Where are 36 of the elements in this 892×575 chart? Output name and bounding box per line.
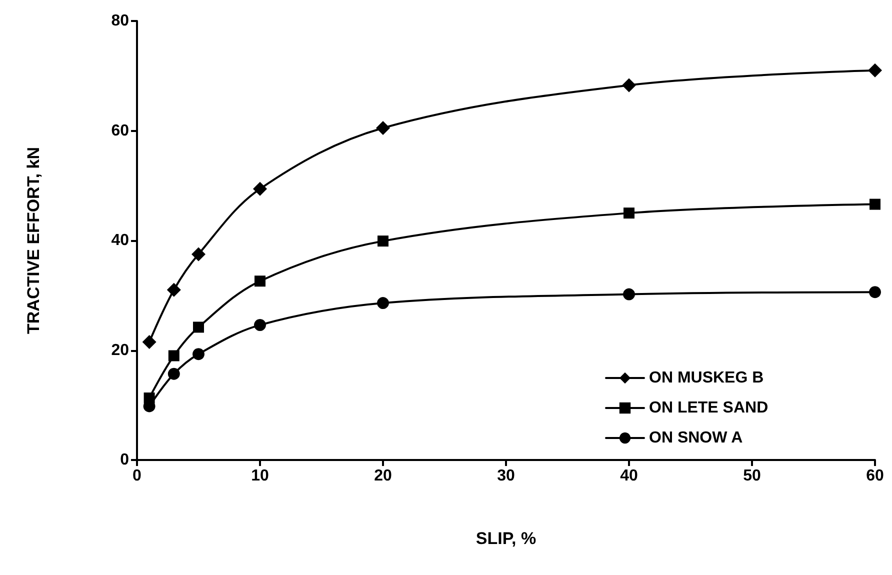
point <box>168 368 180 380</box>
point <box>166 282 181 297</box>
x-axis-title: SLIP, % <box>476 529 536 548</box>
point <box>869 286 881 298</box>
y-tick-label: 20 <box>111 342 130 359</box>
point <box>623 288 635 300</box>
y-axis-title: TRACTIVE EFFORT, kN <box>24 146 43 334</box>
point <box>254 319 266 332</box>
x-tick-label: 10 <box>251 468 269 484</box>
x-tick-label: 0 <box>132 468 142 484</box>
point <box>870 198 880 210</box>
point <box>142 335 156 350</box>
point <box>868 63 882 78</box>
legend-label: ON SNOW A <box>649 430 744 446</box>
x-tick-label: 30 <box>497 468 515 484</box>
point <box>253 182 267 196</box>
y-tick-label: 0 <box>120 452 130 468</box>
point <box>254 276 266 287</box>
point <box>192 247 206 262</box>
x-tick-label: 60 <box>866 468 884 484</box>
legend-label: ON MUSKEG B <box>649 370 764 386</box>
point <box>193 322 204 333</box>
point <box>622 78 636 92</box>
point <box>377 297 389 310</box>
legend-label: ON LETE SAND <box>649 400 768 416</box>
point <box>624 208 634 219</box>
x-tick-label: 20 <box>374 468 392 484</box>
x-tick-label: 50 <box>743 468 761 484</box>
y-tick-label: 60 <box>111 122 130 140</box>
point <box>378 236 388 247</box>
point <box>168 350 180 362</box>
y-tick-label: 40 <box>111 232 130 249</box>
point <box>192 348 204 360</box>
point <box>376 121 390 136</box>
y-tick-label: 80 <box>111 12 130 30</box>
x-tick-label: 40 <box>620 468 638 484</box>
